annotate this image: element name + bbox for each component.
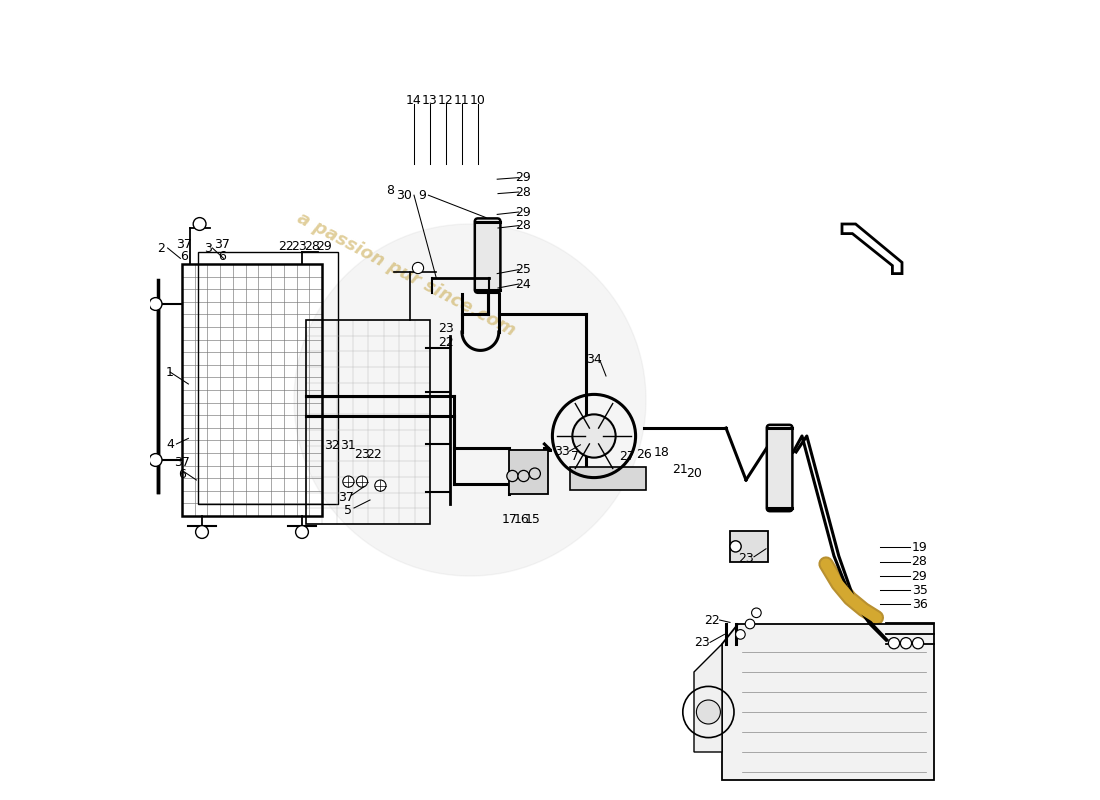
Circle shape — [296, 526, 308, 538]
Text: 28: 28 — [304, 240, 319, 253]
Bar — [509, 450, 548, 494]
Text: 29: 29 — [515, 171, 530, 184]
Text: 6: 6 — [178, 468, 186, 481]
Circle shape — [730, 541, 741, 552]
Text: 22: 22 — [704, 614, 720, 626]
Polygon shape — [722, 624, 934, 780]
Text: 25: 25 — [515, 263, 530, 276]
Text: 37: 37 — [176, 238, 192, 250]
Circle shape — [343, 476, 354, 487]
Text: 11: 11 — [454, 94, 470, 106]
Text: 23: 23 — [354, 448, 370, 461]
Circle shape — [912, 638, 924, 649]
Text: 10: 10 — [470, 94, 486, 106]
Text: 23: 23 — [738, 552, 754, 565]
Bar — [570, 466, 646, 490]
Text: 27: 27 — [619, 450, 635, 462]
Text: 29: 29 — [912, 570, 927, 582]
Circle shape — [572, 414, 616, 458]
Text: 28: 28 — [912, 555, 927, 568]
Text: 6: 6 — [218, 250, 226, 262]
Text: 19: 19 — [912, 541, 927, 554]
Text: 18: 18 — [654, 446, 670, 459]
Text: 8: 8 — [386, 184, 394, 197]
Text: 35: 35 — [912, 584, 927, 597]
Text: 7: 7 — [571, 450, 579, 462]
Text: 32: 32 — [324, 439, 340, 452]
Circle shape — [150, 298, 162, 310]
Text: 33: 33 — [554, 445, 570, 458]
Text: 5: 5 — [344, 504, 352, 517]
FancyBboxPatch shape — [767, 425, 792, 511]
Text: 29: 29 — [515, 206, 530, 218]
Circle shape — [150, 454, 162, 466]
Text: 24: 24 — [515, 278, 530, 290]
Text: 21: 21 — [672, 463, 688, 476]
Bar — [730, 531, 769, 562]
Text: 6: 6 — [180, 250, 188, 262]
Text: 22: 22 — [366, 448, 382, 461]
Circle shape — [194, 218, 206, 230]
Text: 4: 4 — [167, 438, 175, 450]
Text: 37: 37 — [174, 456, 190, 469]
Text: 36: 36 — [912, 598, 927, 610]
Text: 28: 28 — [515, 186, 530, 198]
Circle shape — [507, 470, 518, 482]
Text: 22: 22 — [438, 336, 454, 349]
Text: 23: 23 — [290, 240, 307, 253]
Text: 28: 28 — [515, 219, 530, 232]
Text: 13: 13 — [422, 94, 438, 106]
Text: 20: 20 — [686, 467, 702, 480]
Text: 23: 23 — [694, 636, 710, 649]
Polygon shape — [842, 224, 902, 274]
Circle shape — [901, 638, 912, 649]
FancyBboxPatch shape — [475, 218, 500, 293]
Text: 3: 3 — [204, 242, 211, 254]
Circle shape — [736, 630, 745, 639]
Text: 1: 1 — [166, 366, 174, 378]
Circle shape — [356, 476, 367, 487]
Text: 22: 22 — [278, 240, 294, 253]
Text: 34: 34 — [586, 354, 602, 366]
Circle shape — [375, 480, 386, 491]
Text: 9: 9 — [418, 189, 426, 202]
Circle shape — [889, 638, 900, 649]
Text: 12: 12 — [438, 94, 454, 106]
Circle shape — [412, 262, 424, 274]
Text: 17: 17 — [502, 513, 518, 526]
Circle shape — [751, 608, 761, 618]
Circle shape — [529, 468, 540, 479]
Text: a passion pur since.com: a passion pur since.com — [294, 210, 518, 340]
Circle shape — [196, 526, 208, 538]
Text: 2: 2 — [157, 242, 165, 254]
Circle shape — [745, 619, 755, 629]
Text: 31: 31 — [341, 439, 356, 452]
Circle shape — [294, 224, 646, 576]
Text: 37: 37 — [338, 491, 354, 504]
Text: 29: 29 — [317, 240, 332, 253]
Text: 26: 26 — [637, 448, 652, 461]
Circle shape — [696, 700, 720, 724]
Circle shape — [518, 470, 529, 482]
Text: 16: 16 — [514, 513, 529, 526]
Text: 37: 37 — [214, 238, 230, 250]
Polygon shape — [694, 644, 722, 752]
Text: 23: 23 — [438, 322, 454, 334]
Text: 14: 14 — [406, 94, 422, 106]
Text: 15: 15 — [525, 513, 540, 526]
Text: 30: 30 — [396, 189, 412, 202]
